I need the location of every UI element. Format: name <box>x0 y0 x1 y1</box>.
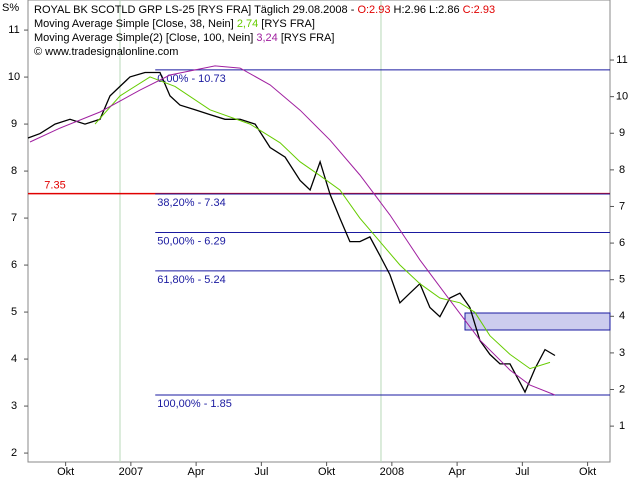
fib-label: 38,20% - 7.34 <box>157 197 226 209</box>
fib-label: 0,00% - 10.73 <box>157 73 226 85</box>
legend-text: O:2.93 <box>357 4 390 16</box>
y2-tick-label: 7 <box>619 200 625 212</box>
fib-label: 61,80% - 5.24 <box>157 274 226 286</box>
legend-line: © www.tradesignalonline.com <box>34 46 178 58</box>
y-tick-label: 3 <box>11 400 17 412</box>
legend-line: Moving Average Simple(2) [Close, 100, Ne… <box>34 32 334 44</box>
x-tick-label: Apr <box>188 466 205 478</box>
fib-label: 100,00% - 1.85 <box>157 398 232 410</box>
legend-text: H:2.96 L:2.86 <box>394 4 460 16</box>
y2-tick-label: 5 <box>619 274 625 286</box>
y2-tick-label: 1 <box>619 420 625 432</box>
legend-text: 3,24 <box>256 32 277 44</box>
series-line <box>29 65 556 396</box>
y-tick-label: 11 <box>8 24 19 36</box>
x-tick-label: Jul <box>515 466 529 478</box>
legend-text: ROYAL BK SCOTLD GRP LS-25 [RYS FRA] <box>34 4 251 16</box>
y2-tick-label: 2 <box>619 383 625 395</box>
x-tick-label: Jul <box>254 466 268 478</box>
y-tick-label: 6 <box>11 259 17 271</box>
y-tick-label: 10 <box>8 71 20 83</box>
y-tick-label: 5 <box>11 306 17 318</box>
fib-label: 50,00% - 6.29 <box>157 235 226 247</box>
x-tick-label: 2008 <box>380 466 404 478</box>
y-tick-label: 9 <box>11 118 17 130</box>
legend-line: ROYAL BK SCOTLD GRP LS-25 [RYS FRA] Tägl… <box>34 4 495 16</box>
header: S% ROYAL BK SCOTLD GRP LS-25 [RYS FRA] Tä… <box>2 2 495 58</box>
y2-tick-label: 6 <box>619 237 625 249</box>
y-tick-label: 4 <box>11 353 17 365</box>
legend-text: [RYS FRA] <box>261 18 315 30</box>
corner-label: S% <box>2 2 19 14</box>
x-tick-label: Okt <box>318 466 335 478</box>
x-tick-label: 2007 <box>119 466 143 478</box>
y2-tick-label: 4 <box>619 310 625 322</box>
legend-text: C:2.93 <box>463 4 495 16</box>
series-line <box>27 71 556 394</box>
y2-tick-label: 10 <box>616 91 628 103</box>
y-tick-label: 7 <box>11 212 17 224</box>
marker-label: 7.35 <box>44 180 65 192</box>
y2-tick-label: 9 <box>619 127 625 139</box>
legend-text: 2,74 <box>237 18 258 30</box>
legend-text: Täglich 29.08.2008 - <box>254 4 355 16</box>
plot-frame <box>27 0 611 463</box>
y-tick-label: 2 <box>11 447 17 459</box>
x-tick-label: Okt <box>57 466 74 478</box>
zone-box <box>464 312 611 331</box>
series-line <box>94 76 551 370</box>
legend-text: Moving Average Simple(2) [Close, 100, Ne… <box>34 32 253 44</box>
legend-text: © www.tradesignalonline.com <box>34 46 178 58</box>
x-tick-label: Okt <box>579 466 596 478</box>
y2-tick-label: 8 <box>619 164 625 176</box>
y2-tick-label: 11 <box>616 54 627 66</box>
x-tick-label: Apr <box>449 466 466 478</box>
legend-text: Moving Average Simple [Close, 38, Nein] <box>34 18 234 30</box>
legend-line: Moving Average Simple [Close, 38, Nein] … <box>34 18 315 30</box>
legend-text: [RYS FRA] <box>281 32 335 44</box>
y-tick-label: 8 <box>11 165 17 177</box>
y2-tick-label: 3 <box>619 347 625 359</box>
